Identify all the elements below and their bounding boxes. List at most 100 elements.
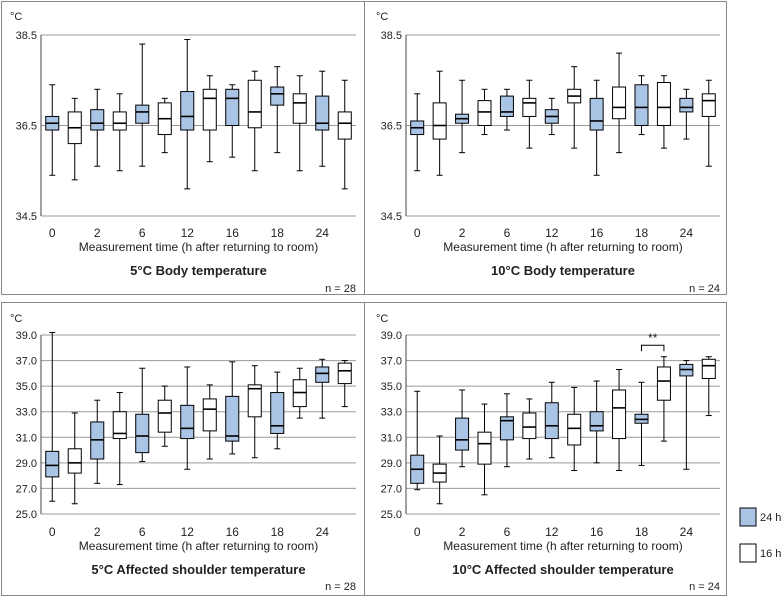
sample-size-label: n = 24	[689, 581, 720, 593]
x-tick-label: 18	[271, 226, 285, 240]
box-24h	[315, 95, 330, 131]
panel-frame-shoulder-10c	[364, 302, 727, 596]
y-tick-label: 36.5	[381, 121, 402, 133]
box-24h	[270, 86, 285, 106]
x-tick-label: 18	[271, 525, 285, 539]
legend-label-24h: 24 h	[760, 512, 781, 524]
y-tick-label: 31.0	[381, 432, 402, 444]
y-tick-label: 34.5	[16, 211, 37, 223]
box-16h	[157, 399, 172, 433]
x-tick-label: 6	[504, 525, 511, 539]
x-tick-label: 6	[139, 525, 146, 539]
x-tick-label: 12	[181, 226, 195, 240]
y-tick-label: 38.5	[381, 30, 402, 42]
x-tick-label: 6	[139, 226, 146, 240]
y-tick-label: 35.0	[16, 381, 37, 393]
x-tick-label: 6	[504, 226, 511, 240]
box-16h	[612, 389, 627, 440]
box-16h	[292, 93, 307, 124]
box-16h	[701, 358, 716, 379]
box-24h	[135, 413, 150, 454]
box-16h	[656, 366, 671, 401]
box-24h	[45, 450, 60, 478]
x-tick-label: 16	[590, 226, 604, 240]
x-tick-label: 12	[545, 226, 559, 240]
y-unit-label: °C	[10, 313, 22, 325]
x-tick-label: 16	[226, 226, 240, 240]
x-axis-label: Measurement time (h after returning to r…	[443, 240, 682, 254]
x-tick-label: 2	[94, 525, 101, 539]
y-tick-label: 29.0	[381, 458, 402, 470]
x-tick-label: 24	[316, 226, 330, 240]
y-tick-label: 33.0	[381, 407, 402, 419]
box-16h	[247, 384, 262, 418]
y-tick-label: 39.0	[381, 330, 402, 342]
y-tick-label: 27.0	[381, 483, 402, 495]
x-tick-label: 18	[635, 525, 649, 539]
y-unit-label: °C	[376, 313, 388, 325]
box-16h	[701, 93, 716, 117]
x-tick-label: 0	[49, 525, 56, 539]
box-24h	[544, 402, 559, 440]
box-24h	[180, 404, 195, 440]
box-16h	[202, 398, 217, 432]
legend-swatch-16h	[739, 543, 757, 563]
box-24h	[499, 416, 514, 441]
y-tick-label: 36.5	[16, 121, 37, 133]
box-16h	[202, 88, 217, 131]
box-24h	[634, 84, 649, 126]
box-24h	[180, 91, 195, 131]
y-tick-label: 25.0	[381, 509, 402, 521]
y-tick-label: 34.5	[381, 211, 402, 223]
y-tick-label: 27.0	[16, 483, 37, 495]
box-24h	[225, 88, 240, 127]
box-16h	[567, 413, 582, 446]
y-tick-label: 33.0	[16, 407, 37, 419]
chart-title: 10°C Body temperature	[491, 263, 635, 278]
box-16h	[67, 448, 82, 474]
box-16h	[247, 79, 262, 129]
x-tick-label: 12	[181, 525, 195, 539]
y-tick-label: 31.0	[16, 432, 37, 444]
box-16h	[522, 97, 537, 117]
x-tick-label: 18	[635, 226, 649, 240]
box-24h	[679, 97, 694, 113]
significance-bracket	[641, 344, 665, 352]
box-16h	[112, 111, 127, 131]
box-16h	[522, 412, 537, 440]
chart-shoulder-temp-10c: 25.0 27.0 29.0 31.0 33.0 35.0 37.0 39.0 °C 0 2 6 12 1…	[376, 313, 720, 593]
box-16h	[656, 82, 671, 126]
x-tick-label: 2	[459, 226, 466, 240]
x-tick-label: 24	[680, 226, 694, 240]
x-tick-label: 0	[414, 226, 421, 240]
box-16h	[112, 411, 127, 440]
x-tick-label: 2	[94, 226, 101, 240]
box-16h	[337, 111, 352, 140]
chart-title: 10°C Affected shoulder temperature	[452, 562, 673, 577]
box-24h	[225, 395, 240, 442]
box-24h	[589, 411, 604, 432]
x-axis-label: Measurement time (h after returning to r…	[79, 240, 318, 254]
y-tick-label: 38.5	[16, 30, 37, 42]
box-24h	[90, 109, 105, 131]
chart-title: 5°C Affected shoulder temperature	[91, 562, 305, 577]
x-tick-label: 0	[49, 226, 56, 240]
panel-frame-body-10c	[364, 1, 727, 295]
y-tick-label: 39.0	[16, 330, 37, 342]
box-24h	[135, 104, 150, 124]
y-tick-label: 25.0	[16, 509, 37, 521]
significance-marker: **	[648, 331, 658, 345]
box-24h	[455, 417, 470, 451]
sample-size-label: n = 28	[325, 581, 356, 593]
y-tick-label: 29.0	[16, 458, 37, 470]
chart-shoulder-temp-5c: 25.0 27.0 29.0 31.0 33.0 35.0 37.0 39.0 °C 0 2 6 12 1…	[10, 313, 356, 593]
x-axis-label: Measurement time (h after returning to r…	[443, 539, 682, 553]
box-16h	[477, 431, 492, 465]
legend: 24 h 16 h	[739, 507, 781, 563]
x-tick-label: 0	[414, 525, 421, 539]
legend-swatch-24h	[739, 507, 757, 527]
y-unit-label: °C	[376, 11, 388, 23]
